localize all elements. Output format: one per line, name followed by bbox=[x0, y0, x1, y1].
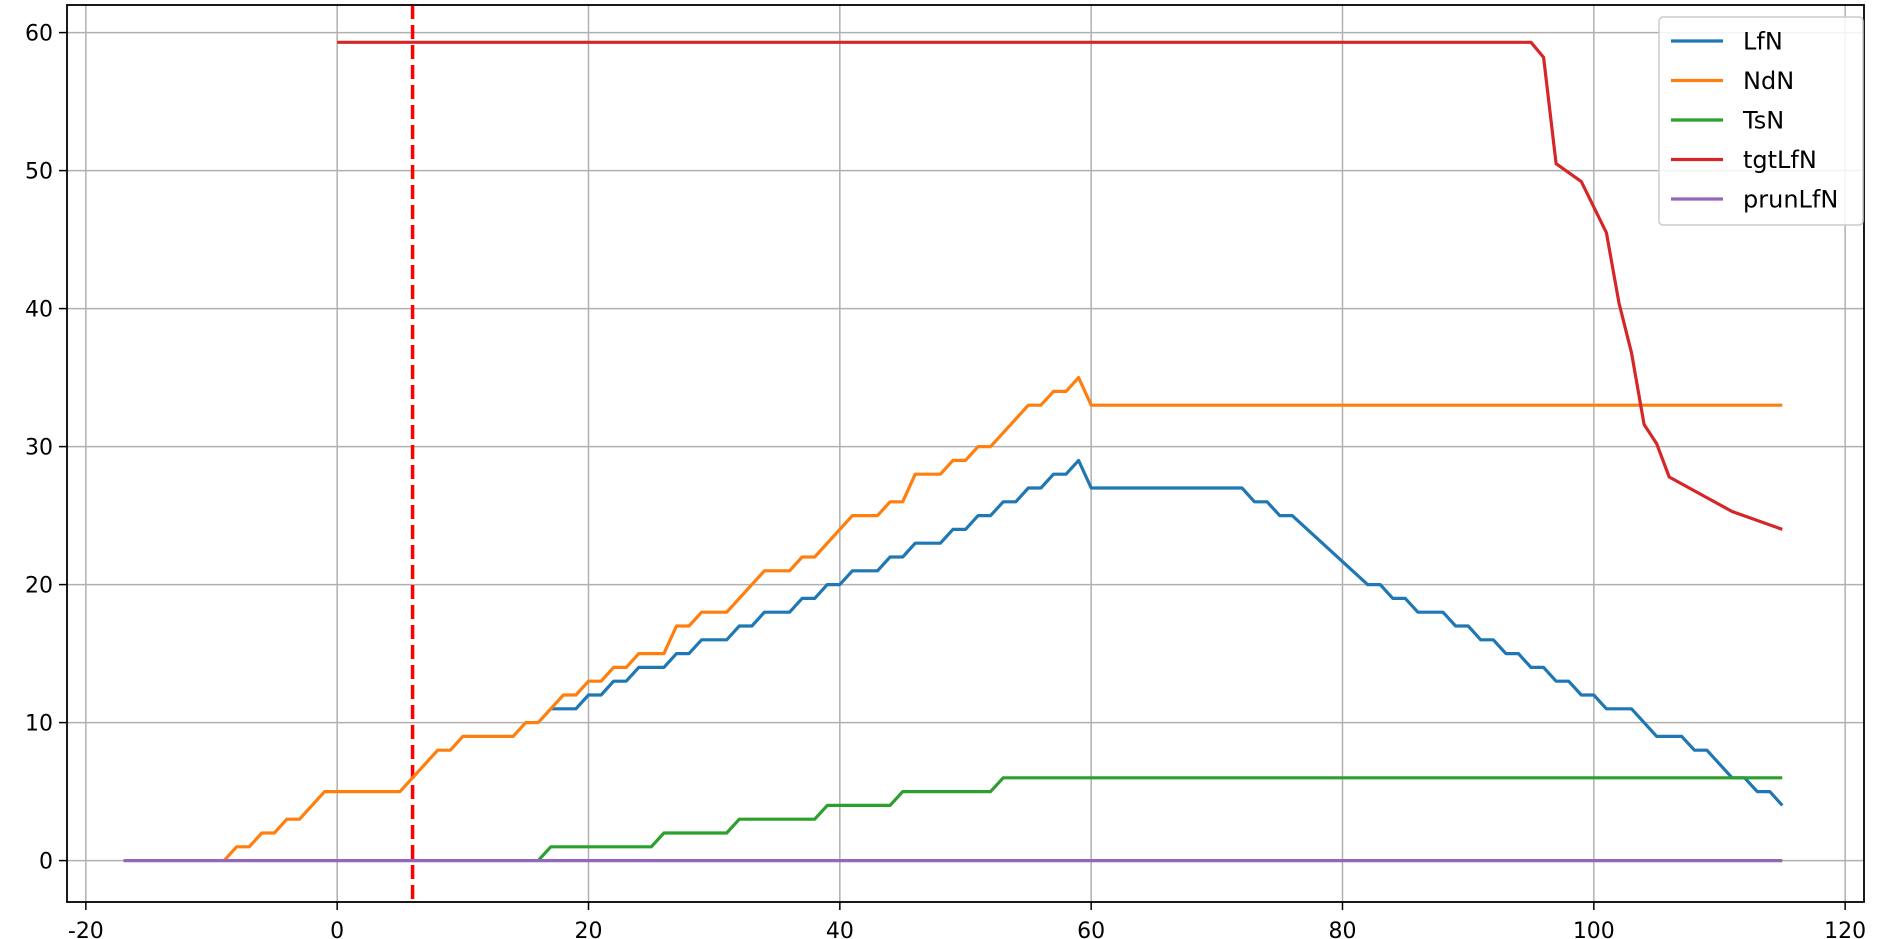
series-line-tsn bbox=[537, 776, 1783, 862]
y-tick-label: 30 bbox=[25, 436, 53, 461]
series-line-tgtlfn bbox=[337, 40, 1783, 531]
y-tick-label: 20 bbox=[25, 574, 53, 599]
y-tick-label: 10 bbox=[25, 712, 53, 737]
legend-label-lfn: LfN bbox=[1743, 28, 1783, 56]
x-tick-label: 100 bbox=[1573, 919, 1615, 939]
x-tick-label: 120 bbox=[1824, 919, 1866, 939]
y-tick-label: 60 bbox=[25, 22, 53, 47]
legend-label-ndn: NdN bbox=[1743, 67, 1794, 95]
series-line-lfn bbox=[550, 458, 1784, 807]
legend-label-tgtlfn: tgtLfN bbox=[1743, 146, 1817, 174]
x-tick-label: 20 bbox=[575, 919, 603, 939]
legend-label-prunlfn: prunLfN bbox=[1743, 186, 1838, 214]
x-tick-label: 40 bbox=[826, 919, 854, 939]
series-lines bbox=[123, 40, 1784, 863]
x-tick-label: 0 bbox=[330, 919, 344, 939]
series-line-ndn bbox=[222, 376, 1783, 862]
legend-box bbox=[1658, 16, 1864, 226]
legend-label-tsn: TsN bbox=[1742, 107, 1784, 135]
axis-ticks: -20 0 20 40 60 80 100 120 0 10 20 30 40 50 60 bbox=[25, 22, 1866, 939]
y-tick-label: 40 bbox=[25, 298, 53, 323]
grid-lines bbox=[67, 5, 1864, 902]
x-tick-label: 80 bbox=[1328, 919, 1356, 939]
x-tick-label: -20 bbox=[68, 919, 104, 939]
plot-frame bbox=[66, 4, 1865, 903]
y-tick-label: 0 bbox=[39, 850, 53, 875]
legend: LfN NdN TsN tgtLfN prunLfN bbox=[1658, 16, 1864, 226]
x-tick-label: 60 bbox=[1077, 919, 1105, 939]
y-tick-label: 50 bbox=[25, 160, 53, 185]
